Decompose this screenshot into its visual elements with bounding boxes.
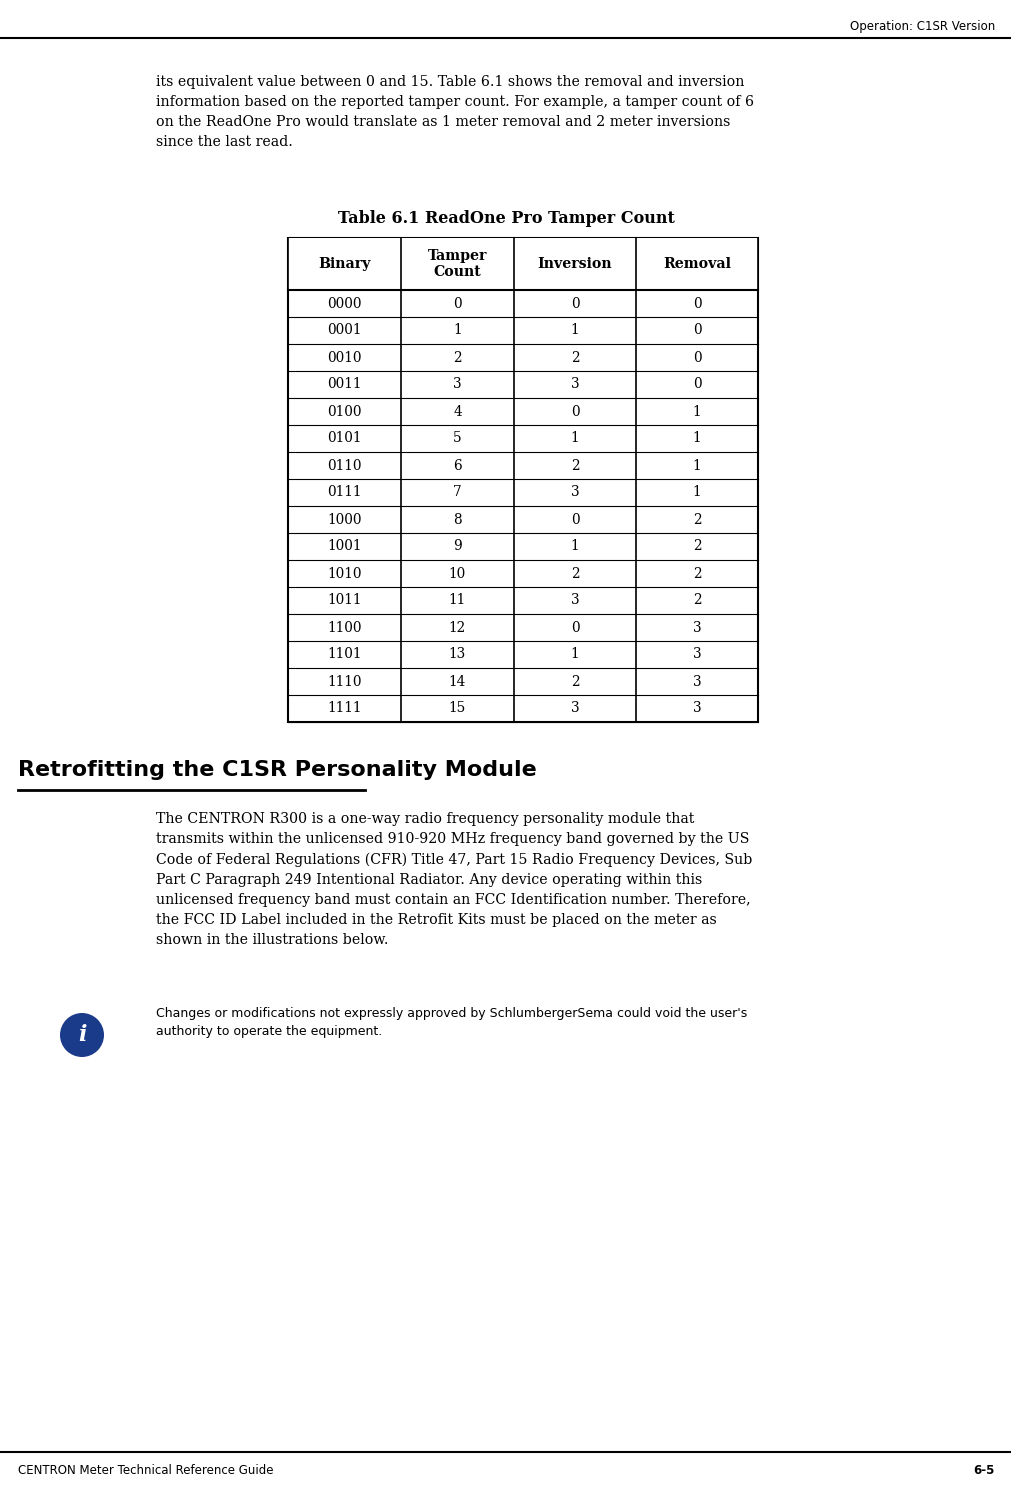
Text: 0: 0 — [453, 297, 461, 310]
Text: 3: 3 — [570, 377, 578, 392]
Text: 3: 3 — [692, 675, 701, 688]
Text: 1: 1 — [570, 539, 578, 553]
Text: 0000: 0000 — [327, 297, 361, 310]
Text: 1: 1 — [453, 323, 461, 338]
Text: 2: 2 — [453, 350, 461, 365]
Text: 12: 12 — [449, 620, 466, 635]
Bar — [288, 238, 757, 723]
Text: 1101: 1101 — [327, 648, 361, 662]
Text: 1010: 1010 — [327, 566, 361, 581]
Text: 2: 2 — [692, 539, 701, 553]
Text: its equivalent value between 0 and 15. Table 6.1 shows the removal and inversion: its equivalent value between 0 and 15. T… — [156, 74, 753, 149]
Text: 0: 0 — [692, 350, 701, 365]
Text: 0010: 0010 — [327, 350, 361, 365]
Text: 1000: 1000 — [327, 513, 361, 526]
Text: 6-5: 6-5 — [973, 1463, 994, 1477]
Text: 3: 3 — [453, 377, 461, 392]
Text: 11: 11 — [449, 593, 466, 608]
Text: The CENTRON R300 is a one-way radio frequency personality module that
transmits : The CENTRON R300 is a one-way radio freq… — [156, 812, 751, 948]
Circle shape — [60, 1013, 104, 1056]
Text: 1: 1 — [692, 432, 701, 446]
Text: Tamper
Count: Tamper Count — [428, 249, 486, 279]
Text: 0110: 0110 — [327, 459, 361, 472]
Text: Operation: C1SR Version: Operation: C1SR Version — [849, 19, 994, 33]
Text: 0001: 0001 — [327, 323, 361, 338]
Text: 0111: 0111 — [327, 486, 361, 499]
Text: 1: 1 — [570, 323, 578, 338]
Text: 0100: 0100 — [327, 404, 361, 419]
Text: 0: 0 — [692, 377, 701, 392]
Text: 2: 2 — [692, 593, 701, 608]
Text: 2: 2 — [692, 566, 701, 581]
Text: 14: 14 — [448, 675, 466, 688]
Text: 15: 15 — [449, 702, 466, 715]
Text: 1: 1 — [570, 432, 578, 446]
Text: 4: 4 — [453, 404, 461, 419]
Text: 2: 2 — [570, 459, 578, 472]
Text: 8: 8 — [453, 513, 461, 526]
Text: i: i — [78, 1024, 86, 1046]
Text: Binary: Binary — [318, 256, 370, 271]
Text: 2: 2 — [692, 513, 701, 526]
Text: Inversion: Inversion — [537, 256, 612, 271]
Text: 3: 3 — [692, 648, 701, 662]
Text: 3: 3 — [692, 620, 701, 635]
Text: 3: 3 — [570, 593, 578, 608]
Text: 7: 7 — [453, 486, 461, 499]
Text: 1: 1 — [570, 648, 578, 662]
Text: Table 6.1 ReadOne Pro Tamper Count: Table 6.1 ReadOne Pro Tamper Count — [338, 210, 673, 226]
Text: CENTRON Meter Technical Reference Guide: CENTRON Meter Technical Reference Guide — [18, 1463, 273, 1477]
Text: Changes or modifications not expressly approved by SchlumbergerSema could void t: Changes or modifications not expressly a… — [156, 1007, 746, 1039]
Text: 3: 3 — [692, 702, 701, 715]
Text: 10: 10 — [449, 566, 466, 581]
Text: 0: 0 — [570, 620, 578, 635]
Text: 5: 5 — [453, 432, 461, 446]
Text: 2: 2 — [570, 675, 578, 688]
Text: 0011: 0011 — [327, 377, 361, 392]
Bar — [288, 238, 757, 291]
Text: Removal: Removal — [662, 256, 730, 271]
Text: 3: 3 — [570, 486, 578, 499]
Text: 0: 0 — [692, 323, 701, 338]
Text: 1: 1 — [692, 459, 701, 472]
Text: 2: 2 — [570, 350, 578, 365]
Text: 0: 0 — [570, 513, 578, 526]
Text: 9: 9 — [453, 539, 461, 553]
Text: 0: 0 — [570, 404, 578, 419]
Text: 0101: 0101 — [327, 432, 361, 446]
Text: 1011: 1011 — [327, 593, 361, 608]
Text: 6: 6 — [453, 459, 461, 472]
Text: 1100: 1100 — [327, 620, 361, 635]
Text: 3: 3 — [570, 702, 578, 715]
Text: 13: 13 — [449, 648, 466, 662]
Text: 0: 0 — [692, 297, 701, 310]
Text: 1110: 1110 — [327, 675, 361, 688]
Text: 0: 0 — [570, 297, 578, 310]
Text: Retrofitting the C1SR Personality Module: Retrofitting the C1SR Personality Module — [18, 760, 536, 779]
Text: 1111: 1111 — [327, 702, 361, 715]
Text: 1: 1 — [692, 404, 701, 419]
Text: 2: 2 — [570, 566, 578, 581]
Text: 1001: 1001 — [327, 539, 361, 553]
Text: 1: 1 — [692, 486, 701, 499]
